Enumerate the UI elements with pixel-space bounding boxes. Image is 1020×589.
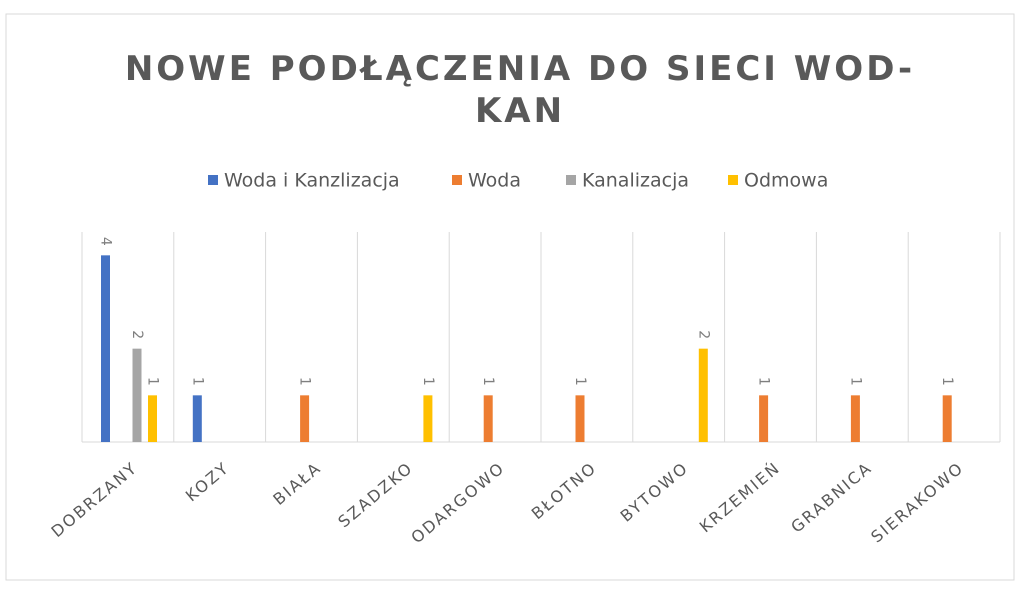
legend-swatch bbox=[566, 175, 576, 185]
data-label: 1 bbox=[572, 377, 588, 386]
data-label: 1 bbox=[145, 377, 161, 386]
data-label: 4 bbox=[98, 237, 114, 246]
data-label: 1 bbox=[297, 377, 313, 386]
data-label: 1 bbox=[420, 377, 436, 386]
bar bbox=[192, 395, 202, 442]
legend-swatch bbox=[452, 175, 462, 185]
legend-label: Woda i Kanzlizacja bbox=[224, 170, 400, 192]
legend-label: Odmowa bbox=[744, 170, 828, 192]
data-label: 1 bbox=[939, 377, 955, 386]
bar bbox=[942, 395, 952, 442]
bar bbox=[698, 348, 708, 442]
bar bbox=[575, 395, 585, 442]
bar bbox=[850, 395, 860, 442]
data-label: 2 bbox=[129, 330, 145, 339]
bar bbox=[101, 255, 110, 442]
legend-label: Kanalizacja bbox=[582, 170, 689, 192]
data-label: 1 bbox=[189, 377, 205, 386]
legend-swatch bbox=[728, 175, 738, 185]
bar bbox=[423, 395, 433, 442]
data-label: 1 bbox=[847, 377, 863, 386]
data-label: 1 bbox=[756, 377, 772, 386]
bar bbox=[300, 395, 310, 442]
bar bbox=[759, 395, 769, 442]
bar bbox=[148, 395, 157, 442]
data-label: 2 bbox=[695, 330, 711, 339]
data-label: 1 bbox=[480, 377, 496, 386]
legend-label: Woda bbox=[468, 170, 521, 192]
chart-title: NOWE PODŁĄCZENIA DO SIECI WOD-KAN bbox=[125, 49, 915, 131]
legend: Woda i Kanzlizacja Woda Kanalizacja Odmowa bbox=[208, 170, 828, 192]
bar bbox=[132, 348, 142, 442]
bar bbox=[483, 395, 493, 442]
legend-swatch bbox=[208, 175, 218, 185]
